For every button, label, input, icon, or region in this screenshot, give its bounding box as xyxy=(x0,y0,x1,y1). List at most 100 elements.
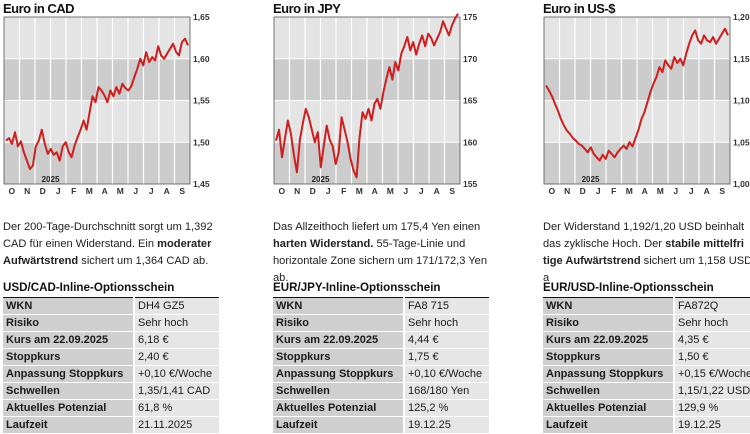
x-tick-label: D xyxy=(310,186,316,195)
table-row: Stoppkurs 2,40 € xyxy=(3,348,219,366)
chart-title: Euro in US-$ xyxy=(543,1,616,16)
row-label: Anpassung Stoppkurs xyxy=(3,365,134,383)
panel-jpy: Euro in JPY 175 170 165 160 155 O N D J F M A M J J A S 2… xyxy=(273,0,489,434)
row-label: Stoppkurs xyxy=(543,348,674,366)
row-label: Kurs am 22.09.2025 xyxy=(3,331,134,349)
y-tick-label: 155 xyxy=(463,179,477,189)
row-value: 21.11.2025 xyxy=(133,416,219,434)
table-row: WKN FA8 715 xyxy=(273,297,489,315)
y-tick-label: 170 xyxy=(463,54,477,64)
option-title: EUR/JPY-Inline-Optionsschein xyxy=(273,281,441,294)
y-tick-label: 1,65 xyxy=(193,12,210,22)
x-tick-label: J xyxy=(56,186,61,195)
row-value: +0,10 €/Woche xyxy=(403,365,489,383)
x-tick-label: N xyxy=(24,186,30,195)
description: Der 200-Tage-Durchschnitt sorgt um 1,392… xyxy=(3,221,213,267)
table-row: Anpassung Stoppkurs +0,10 €/Woche xyxy=(3,365,219,383)
table-row: Schwellen 168/180 Yen xyxy=(273,382,489,400)
row-label: Aktuelles Potenzial xyxy=(273,399,404,417)
year-label: 2025 xyxy=(42,175,60,184)
table-row: Laufzeit 19.12.25 xyxy=(543,416,750,434)
plot-frame xyxy=(3,16,191,185)
option-table: WKN DH4 GZ5 Risiko Sehr hoch Kurs am 22.09.2… xyxy=(3,297,219,434)
row-value: FA8 715 xyxy=(403,297,489,315)
series-line xyxy=(545,27,729,162)
row-label: Aktuelles Potenzial xyxy=(543,399,674,417)
x-tick-label: A xyxy=(642,186,648,195)
x-tick-label: S xyxy=(179,186,185,195)
x-tick-label: O xyxy=(548,186,555,195)
table-row: WKN DH4 GZ5 xyxy=(3,297,219,315)
y-tick-label: 1,20 xyxy=(733,12,750,22)
x-tick-label: F xyxy=(341,186,346,195)
plot-frame xyxy=(273,16,461,185)
row-value: 1,75 € xyxy=(403,348,489,366)
x-tick-label: O xyxy=(278,186,285,195)
table-row: Stoppkurs 1,75 € xyxy=(273,348,489,366)
table-row: Laufzeit 21.11.2025 xyxy=(3,416,219,434)
x-tick-label: A xyxy=(102,186,108,195)
row-label: Laufzeit xyxy=(3,416,134,434)
x-tick-label: J xyxy=(596,186,601,195)
y-tick-label: 1,45 xyxy=(193,179,210,189)
x-tick-label: M xyxy=(626,186,633,195)
table-row: Risiko Sehr hoch xyxy=(3,314,219,332)
panel-cad: Euro in CAD 1,65 1,60 1,55 1,50 1,45 O N D J F M A M… xyxy=(3,0,219,434)
table-row: Risiko Sehr hoch xyxy=(543,314,750,332)
x-tick-label: M xyxy=(356,186,363,195)
option-table: WKN FA8 715 Risiko Sehr hoch Kurs am 22.09.2… xyxy=(273,297,489,434)
x-tick-label: J xyxy=(326,186,331,195)
row-label: Schwellen xyxy=(273,382,404,400)
y-tick-label: 175 xyxy=(463,12,477,22)
row-label: Risiko xyxy=(543,314,674,332)
row-value: 61,8 % xyxy=(133,399,219,417)
chart-title: Euro in CAD xyxy=(3,1,75,16)
row-value: Sehr hoch xyxy=(673,314,750,332)
x-tick-label: S xyxy=(449,186,455,195)
option-table: WKN FA872Q Risiko Sehr hoch Kurs am 22.09.20… xyxy=(543,297,750,434)
option-title: USD/CAD-Inline-Optionsschein xyxy=(3,281,175,294)
x-tick-label: M xyxy=(86,186,93,195)
table-row: Laufzeit 19.12.25 xyxy=(273,416,489,434)
table-row: Kurs am 22.09.2025 6,18 € xyxy=(3,331,219,349)
y-tick-label: 165 xyxy=(463,96,477,106)
row-value: 129,9 % xyxy=(673,399,750,417)
row-value: 19.12.25 xyxy=(403,416,489,434)
y-tick-label: 1,00 xyxy=(733,179,750,189)
year-label: 2025 xyxy=(582,175,600,184)
row-label: Stoppkurs xyxy=(273,348,404,366)
x-tick-label: M xyxy=(657,186,664,195)
x-tick-label: F xyxy=(71,186,76,195)
series-line xyxy=(275,13,459,179)
table-row: Risiko Sehr hoch xyxy=(273,314,489,332)
row-label: Anpassung Stoppkurs xyxy=(543,365,674,383)
x-tick-label: N xyxy=(294,186,300,195)
x-tick-label: A xyxy=(164,186,170,195)
row-label: Schwellen xyxy=(543,382,674,400)
y-tick-label: 1,15 xyxy=(733,54,750,64)
y-tick-label: 1,55 xyxy=(193,96,210,106)
x-tick-label: J xyxy=(419,186,424,195)
table-row: Anpassung Stoppkurs +0,15 €/Woche xyxy=(543,365,750,383)
x-tick-label: A xyxy=(372,186,378,195)
x-tick-label: A xyxy=(704,186,710,195)
row-value: 1,35/1,41 CAD xyxy=(133,382,219,400)
row-value: DH4 GZ5 xyxy=(133,297,219,315)
row-value: 125,2 % xyxy=(403,399,489,417)
row-value: 6,18 € xyxy=(133,331,219,349)
x-tick-label: N xyxy=(564,186,570,195)
y-tick-label: 1,05 xyxy=(733,137,750,147)
table-row: Kurs am 22.09.2025 4,35 € xyxy=(543,331,750,349)
row-value: 4,44 € xyxy=(403,331,489,349)
table-row: WKN FA872Q xyxy=(543,297,750,315)
row-value: +0,10 €/Woche xyxy=(133,365,219,383)
y-tick-label: 160 xyxy=(463,137,477,147)
x-tick-label: J xyxy=(133,186,138,195)
y-tick-label: 1,60 xyxy=(193,54,210,64)
x-tick-label: D xyxy=(580,186,586,195)
row-value: 4,35 € xyxy=(673,331,750,349)
x-tick-label: J xyxy=(689,186,694,195)
panel-usd: Euro in US-$ 1,20 1,15 1,10 1,05 1,00 O N D J F M A… xyxy=(543,0,750,434)
